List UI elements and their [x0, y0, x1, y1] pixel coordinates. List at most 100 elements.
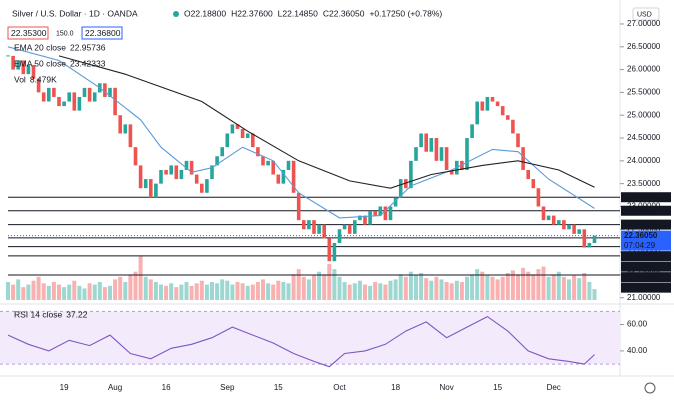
volume-bar — [189, 285, 194, 300]
candle — [378, 206, 383, 216]
volume-bar — [526, 271, 531, 300]
candle — [353, 220, 357, 234]
volume-bar — [77, 285, 82, 300]
candle — [164, 169, 168, 175]
candle — [62, 101, 66, 107]
candle — [541, 206, 546, 221]
candle — [67, 92, 71, 102]
candle — [572, 224, 576, 234]
volume-bar — [490, 276, 495, 300]
candle — [429, 138, 434, 152]
volume-bar — [352, 283, 357, 300]
volume-bar — [485, 275, 490, 300]
ema50-legend-value: 23.42333 — [70, 58, 106, 68]
candle — [245, 133, 250, 139]
ask-box[interactable] — [81, 26, 123, 40]
candle — [475, 101, 479, 125]
ema20-line — [7, 46, 595, 219]
candle — [11, 55, 15, 70]
volume-bar — [133, 271, 138, 300]
candle — [26, 65, 31, 75]
volume-bar — [454, 280, 459, 300]
candle — [562, 220, 566, 230]
candle — [398, 179, 403, 198]
rsi-band — [0, 311, 620, 365]
candle — [220, 147, 224, 157]
volume-bar — [439, 279, 444, 300]
candle — [189, 160, 194, 175]
countdown-label: 07:04:29 — [624, 241, 656, 250]
y-tick-label: 27.00000 — [627, 19, 661, 28]
candle — [393, 197, 398, 207]
currency-button[interactable] — [632, 7, 660, 21]
level-label: 22.60234 — [624, 220, 658, 229]
candle — [358, 215, 362, 221]
candle — [82, 87, 87, 97]
candle — [434, 138, 439, 161]
volume-bar — [46, 285, 51, 300]
volume-bar — [398, 274, 403, 300]
candle — [256, 147, 260, 157]
candle — [251, 133, 255, 148]
volume-bar — [16, 279, 21, 300]
candle — [281, 169, 286, 184]
volume-bar — [87, 283, 92, 300]
volume-bar — [230, 284, 235, 300]
volume-bar — [271, 284, 276, 300]
volume-bar — [128, 274, 133, 300]
candle — [138, 165, 143, 189]
volume-bar — [510, 270, 515, 300]
candle — [21, 60, 26, 75]
level-label: 23.20278 — [624, 192, 658, 201]
volume-bar — [148, 279, 153, 300]
candle — [92, 92, 97, 102]
volume-bar — [444, 282, 449, 300]
volume-bar — [174, 287, 179, 300]
volume-bar — [164, 285, 169, 300]
volume-bar — [582, 273, 587, 300]
volume-bar — [245, 285, 250, 300]
volume-bar — [92, 284, 97, 300]
volume-bar — [388, 280, 393, 300]
volume-legend-name: Vol — [14, 74, 26, 84]
candle — [108, 87, 112, 97]
volume-bar — [291, 274, 296, 300]
candle — [57, 96, 61, 107]
volume-bar — [210, 282, 214, 300]
bid-box[interactable] — [7, 26, 49, 40]
settings-icon[interactable] — [644, 382, 656, 394]
candle — [143, 179, 148, 189]
candle — [337, 229, 342, 243]
volume-bar — [342, 282, 347, 300]
volume-bar — [6, 282, 10, 300]
x-tick-label: Dec — [547, 383, 561, 392]
volume-bar — [424, 278, 429, 300]
level-label-box — [621, 261, 671, 272]
candle — [123, 124, 128, 134]
candle — [465, 138, 469, 170]
candle — [592, 235, 597, 243]
volume-bar — [169, 283, 174, 300]
bid-label: 22.35300 — [11, 28, 47, 38]
candle — [409, 160, 413, 189]
level-label: 22.31030 — [624, 251, 658, 260]
candle — [404, 179, 408, 189]
candle — [200, 183, 204, 193]
candle — [531, 179, 536, 189]
candle — [480, 101, 485, 111]
x-tick-label: 16 — [162, 383, 171, 392]
candle — [490, 96, 495, 102]
candle — [347, 224, 352, 234]
market-status — [173, 11, 179, 17]
x-tick-label: Nov — [439, 383, 453, 392]
candle — [506, 115, 510, 120]
candle — [225, 133, 230, 148]
candle — [41, 92, 46, 102]
volume-bar — [261, 279, 265, 300]
candle — [567, 224, 571, 230]
volume-bar — [41, 283, 46, 300]
volume-bar — [551, 274, 556, 300]
candle — [47, 87, 51, 102]
ema20-legend-value: 22.95736 — [70, 42, 106, 52]
level-label-box — [621, 219, 671, 230]
